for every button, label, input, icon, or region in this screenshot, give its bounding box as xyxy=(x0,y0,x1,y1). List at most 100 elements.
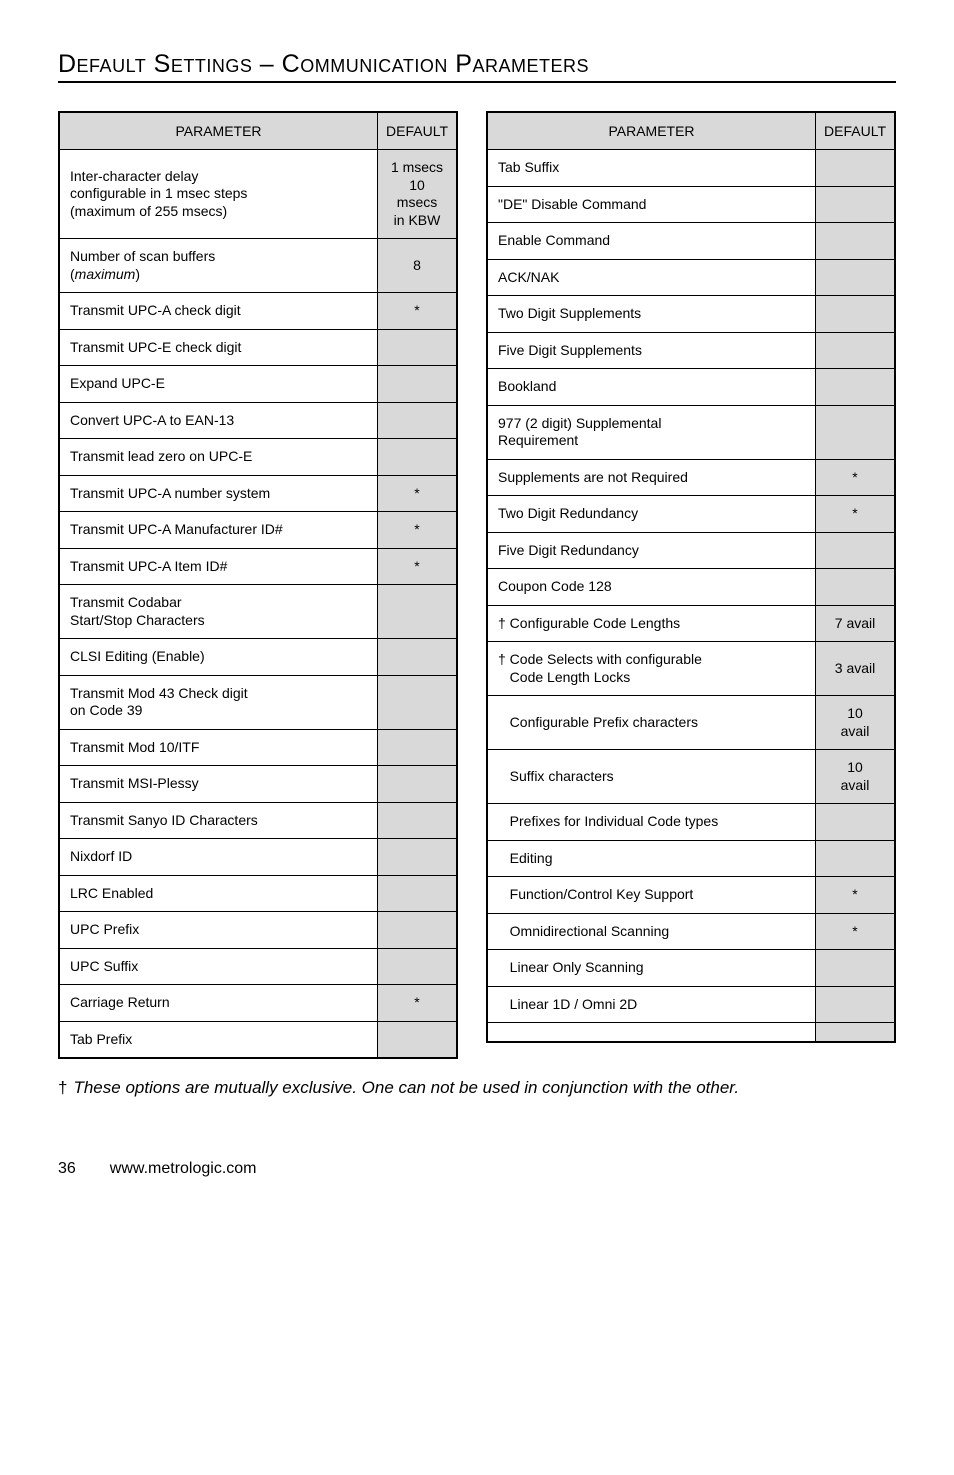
right-default-cell xyxy=(816,1023,895,1043)
tables-container: PARAMETER DEFAULT Inter-character delayc… xyxy=(58,111,896,1059)
right-param-cell: Configurable Prefix characters xyxy=(487,696,816,750)
page-number: 36 xyxy=(58,1160,76,1178)
left-param-cell: Expand UPC-E xyxy=(59,366,378,403)
right-param-cell: Two Digit Supplements xyxy=(487,296,816,333)
left-param-cell: Transmit Mod 10/ITF xyxy=(59,729,378,766)
right-default-cell: * xyxy=(816,459,895,496)
table-row: Transmit UPC-A Manufacturer ID#* xyxy=(59,512,457,549)
right-param-cell: Supplements are not Required xyxy=(487,459,816,496)
left-default-cell xyxy=(378,912,457,949)
left-header-default: DEFAULT xyxy=(378,112,457,150)
left-param-cell: UPC Suffix xyxy=(59,948,378,985)
table-row: Transmit Sanyo ID Characters xyxy=(59,802,457,839)
table-row: Transmit UPC-A Item ID#* xyxy=(59,548,457,585)
left-default-cell: * xyxy=(378,293,457,330)
right-default-cell xyxy=(816,950,895,987)
right-param-cell: ACK/NAK xyxy=(487,259,816,296)
table-row: Tab Prefix xyxy=(59,1021,457,1058)
left-param-cell: Transmit UPC-A number system xyxy=(59,475,378,512)
right-param-cell: Prefixes for Individual Code types xyxy=(487,804,816,841)
right-param-cell: Bookland xyxy=(487,369,816,406)
right-default-cell xyxy=(816,840,895,877)
left-param-cell: Number of scan buffers(maximum) xyxy=(59,239,378,293)
right-param-cell: † Code Selects with configurable Code Le… xyxy=(487,642,816,696)
table-row: Number of scan buffers(maximum)8 xyxy=(59,239,457,293)
table-row: Transmit CodabarStart/Stop Characters xyxy=(59,585,457,639)
right-param-cell: Enable Command xyxy=(487,223,816,260)
right-default-cell xyxy=(816,186,895,223)
table-row: Linear Only Scanning xyxy=(487,950,895,987)
left-default-cell: * xyxy=(378,512,457,549)
footer-url: www.metrologic.com xyxy=(110,1160,257,1178)
table-row: Inter-character delayconfigurable in 1 m… xyxy=(59,150,457,239)
table-row xyxy=(487,1023,895,1043)
table-row: Five Digit Supplements xyxy=(487,332,895,369)
right-param-cell: "DE" Disable Command xyxy=(487,186,816,223)
right-default-cell: 7 avail xyxy=(816,605,895,642)
left-default-cell: * xyxy=(378,548,457,585)
left-param-cell: UPC Prefix xyxy=(59,912,378,949)
table-row: UPC Suffix xyxy=(59,948,457,985)
left-param-cell: Transmit lead zero on UPC-E xyxy=(59,439,378,476)
right-default-cell: * xyxy=(816,496,895,533)
table-row: Nixdorf ID xyxy=(59,839,457,876)
right-param-cell xyxy=(487,1023,816,1043)
table-row: Five Digit Redundancy xyxy=(487,532,895,569)
right-default-cell xyxy=(816,296,895,333)
right-param-cell: Five Digit Supplements xyxy=(487,332,816,369)
table-row: Omnidirectional Scanning* xyxy=(487,913,895,950)
left-default-cell xyxy=(378,439,457,476)
left-default-cell xyxy=(378,329,457,366)
right-default-cell xyxy=(816,986,895,1023)
right-default-cell xyxy=(816,405,895,459)
left-param-cell: Carriage Return xyxy=(59,985,378,1022)
table-row: Transmit lead zero on UPC-E xyxy=(59,439,457,476)
table-row: Suffix characters10avail xyxy=(487,750,895,804)
table-row: Transmit UPC-A check digit* xyxy=(59,293,457,330)
left-default-cell xyxy=(378,675,457,729)
left-default-cell xyxy=(378,766,457,803)
right-param-cell: Omnidirectional Scanning xyxy=(487,913,816,950)
right-header-default: DEFAULT xyxy=(816,112,895,150)
right-default-cell xyxy=(816,332,895,369)
right-param-cell: † Configurable Code Lengths xyxy=(487,605,816,642)
table-row: Transmit Mod 43 Check digiton Code 39 xyxy=(59,675,457,729)
left-default-cell: * xyxy=(378,985,457,1022)
table-row: Carriage Return* xyxy=(59,985,457,1022)
right-param-cell: Function/Control Key Support xyxy=(487,877,816,914)
left-default-cell: * xyxy=(378,475,457,512)
left-default-cell xyxy=(378,802,457,839)
right-param-cell: Five Digit Redundancy xyxy=(487,532,816,569)
right-param-cell: Linear Only Scanning xyxy=(487,950,816,987)
right-param-cell: Editing xyxy=(487,840,816,877)
table-row: LRC Enabled xyxy=(59,875,457,912)
table-row: Enable Command xyxy=(487,223,895,260)
table-row: † Code Selects with configurable Code Le… xyxy=(487,642,895,696)
table-row: Transmit UPC-A number system* xyxy=(59,475,457,512)
left-default-cell xyxy=(378,366,457,403)
right-param-cell: Linear 1D / Omni 2D xyxy=(487,986,816,1023)
table-row: Transmit UPC-E check digit xyxy=(59,329,457,366)
right-default-cell xyxy=(816,532,895,569)
right-table: PARAMETER DEFAULT Tab Suffix"DE" Disable… xyxy=(486,111,896,1043)
left-param-cell: CLSI Editing (Enable) xyxy=(59,639,378,676)
left-param-cell: Transmit UPC-E check digit xyxy=(59,329,378,366)
left-param-cell: Transmit UPC-A check digit xyxy=(59,293,378,330)
table-row: Prefixes for Individual Code types xyxy=(487,804,895,841)
left-header-parameter: PARAMETER xyxy=(59,112,378,150)
right-param-cell: 977 (2 digit) SupplementalRequirement xyxy=(487,405,816,459)
left-default-cell xyxy=(378,839,457,876)
left-default-cell: 1 msecs10 msecsin KBW xyxy=(378,150,457,239)
left-param-cell: Nixdorf ID xyxy=(59,839,378,876)
table-row: Two Digit Redundancy* xyxy=(487,496,895,533)
right-default-cell xyxy=(816,223,895,260)
footnote-text: These options are mutually exclusive. On… xyxy=(73,1077,739,1100)
table-row: 977 (2 digit) SupplementalRequirement xyxy=(487,405,895,459)
table-row: CLSI Editing (Enable) xyxy=(59,639,457,676)
left-param-cell: Transmit MSI-Plessy xyxy=(59,766,378,803)
table-row: UPC Prefix xyxy=(59,912,457,949)
left-table: PARAMETER DEFAULT Inter-character delayc… xyxy=(58,111,458,1059)
right-default-cell: 10avail xyxy=(816,750,895,804)
page-footer: 36 www.metrologic.com xyxy=(58,1160,896,1178)
table-row: "DE" Disable Command xyxy=(487,186,895,223)
